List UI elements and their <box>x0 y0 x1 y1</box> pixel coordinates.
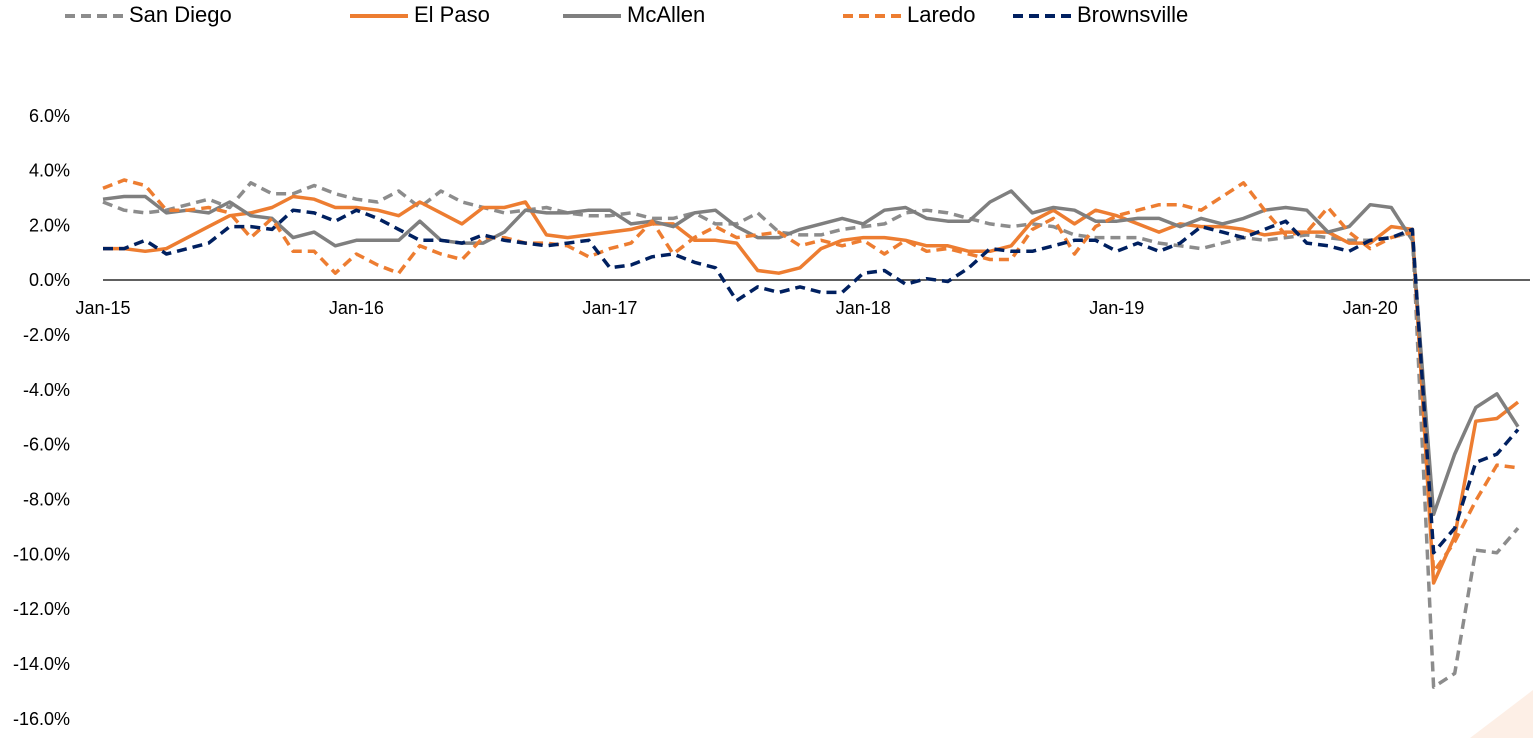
y-tick-label: -14.0% <box>13 654 70 674</box>
series-line <box>102 178 1519 574</box>
series-line <box>102 181 1520 689</box>
legend-label: San Diego <box>129 2 232 27</box>
x-tick-label: Jan-18 <box>836 298 891 318</box>
y-tick-label: -2.0% <box>23 325 70 345</box>
y-tick-label: 4.0% <box>29 161 70 181</box>
y-tick-label: -6.0% <box>23 435 70 455</box>
y-tick-label: 6.0% <box>29 106 70 126</box>
y-tick-label: -16.0% <box>13 709 70 729</box>
series-line <box>103 208 1520 555</box>
x-tick-label: Jan-20 <box>1343 298 1398 318</box>
y-tick-label: 0.0% <box>29 270 70 290</box>
x-tick-label: Jan-17 <box>582 298 637 318</box>
x-tick-label: Jan-15 <box>75 298 130 318</box>
corner-decoration <box>1470 690 1533 738</box>
legend-label: Laredo <box>907 2 976 27</box>
x-tick-label: Jan-19 <box>1089 298 1144 318</box>
y-tick-label: -8.0% <box>23 489 70 509</box>
legend-label: McAllen <box>627 2 705 27</box>
series-line <box>102 189 1520 517</box>
y-tick-label: -12.0% <box>13 599 70 619</box>
y-tick-label: -10.0% <box>13 544 70 564</box>
x-tick-label: Jan-16 <box>329 298 384 318</box>
y-tick-label: 2.0% <box>29 215 70 235</box>
legend-label: Brownsville <box>1077 2 1188 27</box>
y-tick-label: -4.0% <box>23 380 70 400</box>
legend-label: El Paso <box>414 2 490 27</box>
